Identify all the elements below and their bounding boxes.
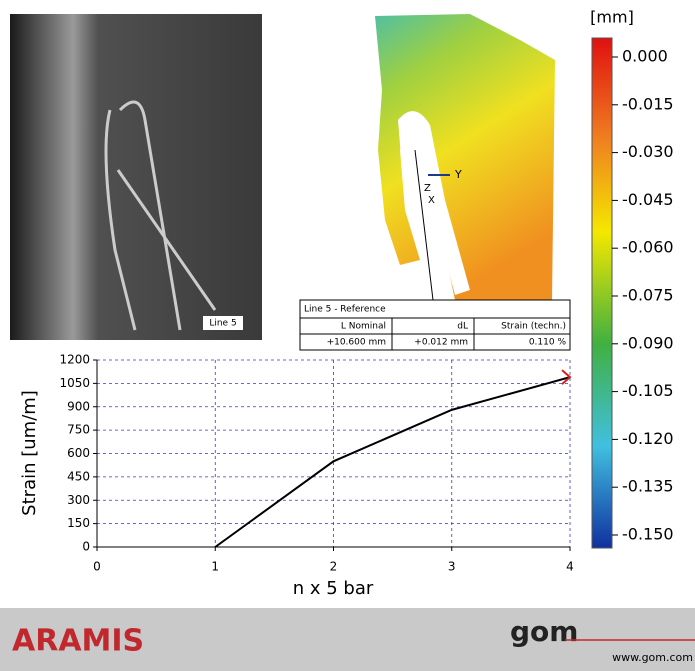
colorbar-tick-label: -0.045 — [622, 190, 674, 209]
map-axis-label: X — [428, 195, 435, 206]
colorbar-tick-label: -0.030 — [622, 142, 674, 161]
x-axis-label: n x 5 bar — [293, 578, 374, 599]
colorbar-tick-label: -0.105 — [622, 381, 674, 400]
colorbar-tick-label: -0.120 — [622, 429, 674, 448]
colorbar-tick-label: 0.000 — [622, 47, 668, 66]
y-tick-label: 1050 — [59, 376, 90, 390]
reference-table: Line 5 - Reference L Nominal dL Strain (… — [299, 299, 571, 351]
colorbar-tick-label: -0.150 — [622, 525, 674, 544]
table-cell: +10.600 mm — [327, 338, 386, 348]
colorbar-tick-label: -0.135 — [622, 477, 674, 496]
product-name: ARAMIS — [12, 624, 144, 659]
x-tick-label: 2 — [330, 560, 338, 574]
url: www.gom.com — [612, 651, 693, 664]
y-tick-label: 750 — [67, 423, 90, 437]
y-tick-label: 300 — [67, 493, 90, 507]
table-cell: +0.012 mm — [414, 338, 468, 348]
photo-label: Line 5 — [209, 319, 236, 329]
y-tick-label: 900 — [67, 399, 90, 413]
photo-label-box — [203, 316, 243, 330]
y-axis-label: Strain [um/m] — [19, 390, 40, 516]
line-5 — [414, 149, 434, 301]
y-tick-label: 150 — [67, 516, 90, 530]
y-tick-label: 450 — [67, 469, 90, 483]
map-axis-label: Z — [424, 183, 431, 194]
deviation-map — [375, 14, 555, 300]
end-marker — [561, 369, 572, 385]
table-header: dL — [457, 322, 468, 332]
y-tick-label: 1200 — [59, 353, 90, 367]
map-axis-label: Y — [454, 168, 462, 181]
x-tick-label: 4 — [566, 560, 574, 574]
table-header: L Nominal — [341, 322, 386, 332]
colorbar-tick-label: -0.060 — [622, 238, 674, 257]
map-cutout — [398, 111, 470, 295]
x-tick-label: 1 — [211, 560, 219, 574]
x-tick-label: 0 — [93, 560, 101, 574]
logo: gom — [510, 615, 578, 648]
table-title: Line 5 - Reference — [304, 305, 386, 315]
colorbar-tick-label: -0.090 — [622, 333, 674, 352]
strain-line — [214, 376, 571, 548]
table-header: Strain (techn.) — [501, 322, 566, 332]
colorbar-tick-label: -0.075 — [622, 286, 674, 305]
y-tick-label: 600 — [67, 446, 90, 460]
photo-specimen — [104, 100, 217, 331]
colorbar-unit: [mm] — [590, 8, 634, 27]
strain-chart: 0 150 300 450 600 750 900 1050 1200 0 1 2 3 4 — [59, 353, 573, 574]
x-tick-label: 3 — [448, 560, 456, 574]
colorbar-tick-label: -0.015 — [622, 94, 674, 113]
colorbar — [591, 37, 613, 549]
y-tick-label: 0 — [82, 540, 90, 554]
table-cell: 0.110 % — [529, 338, 567, 348]
photo — [10, 14, 262, 340]
